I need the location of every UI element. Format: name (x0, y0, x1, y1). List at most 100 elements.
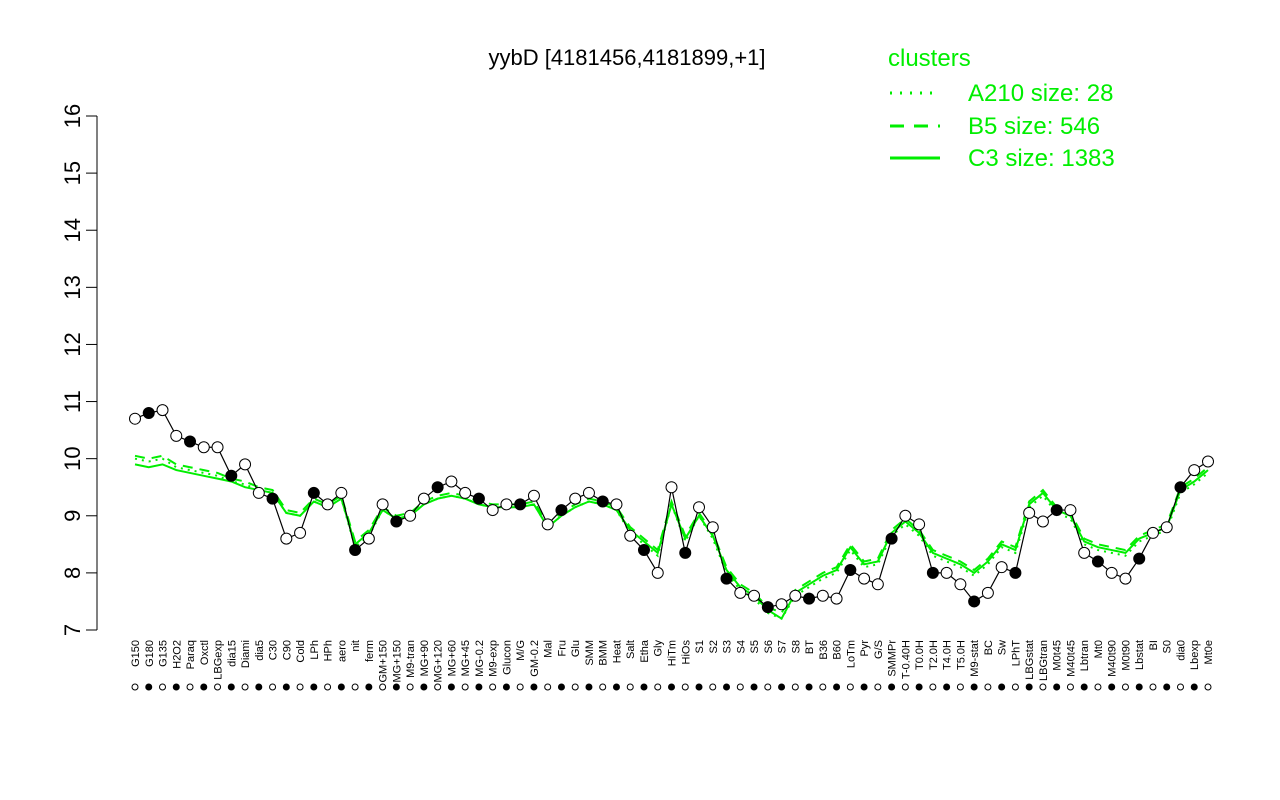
data-point-B60 (830, 592, 843, 605)
rug-mark-M9-tran (406, 683, 414, 691)
legend-label-1: B5 size: 546 (968, 113, 1100, 140)
rug-mark-Salt (626, 683, 634, 691)
data-point-Gly (651, 566, 664, 579)
x-tick-label-Gly: Gly (653, 640, 665, 657)
rug-mark-LBGexp (214, 683, 222, 691)
x-tick-label-Lbtran: Lbtran (1079, 640, 1091, 671)
x-tick-label-T5.0H: T5.0H (955, 640, 967, 670)
data-point-M9-tran (404, 509, 417, 522)
x-tick-label-Paraq: Paraq (185, 640, 197, 669)
rug-mark-LPhT (1011, 683, 1019, 691)
rug-mark-Gly (654, 683, 662, 691)
x-tick-label-BI: BI (1148, 640, 1160, 650)
rug-mark-M0t45 (1053, 683, 1061, 691)
data-point-M0t90 (1119, 572, 1132, 585)
rug-mark-dia5 (255, 683, 263, 691)
data-point-G150 (129, 412, 141, 425)
x-tick-label-M40t90: M40t90 (1107, 640, 1119, 677)
data-point-M9-exp (486, 504, 499, 517)
x-tick-label-Diami: Diami (240, 640, 252, 668)
x-tick-label-MG+60: MG+60 (446, 640, 458, 676)
x-tick-label-S7: S7 (777, 640, 789, 653)
data-point-HiOs (679, 546, 692, 559)
x-tick-label-G/S: G/S (873, 640, 885, 659)
data-point-Pyr (858, 572, 871, 585)
rug-mark-S5 (750, 683, 758, 691)
rug-mark-Pyr (860, 683, 868, 691)
data-point-HPh (321, 498, 334, 511)
y-tick-group: 7 8 9 10 11 12 13 14 15 16 (60, 104, 97, 636)
x-rug (131, 683, 1212, 691)
x-tick-label-ferm: ferm (364, 640, 376, 662)
data-point-MG+120 (431, 481, 444, 494)
x-tick-label-LBGexp: LBGexp (213, 640, 225, 680)
x-tick-label-M9-exp: M9-exp (488, 640, 500, 677)
x-tick-label-dia5: dia5 (254, 640, 266, 661)
y-tick-label-2: 9 (60, 510, 85, 522)
rug-mark-SMMPr (888, 683, 896, 691)
rug-mark-Fru (557, 683, 565, 691)
rug-mark-M/G (516, 683, 524, 691)
x-tick-label-S5: S5 (749, 640, 761, 653)
x-tick-label-BC: BC (983, 640, 995, 655)
data-point-C90 (280, 532, 293, 545)
data-point-Lbexp (1188, 464, 1201, 477)
data-line (134, 409, 1209, 608)
rug-mark-LBGstat (1025, 683, 1033, 691)
x-tick-label-dia15: dia15 (226, 640, 238, 667)
x-tick-label-BT: BT (804, 640, 816, 654)
x-tick-label-T-0.40H: T-0.40H (900, 640, 912, 679)
data-point-SMMPr (885, 532, 898, 545)
rug-mark-dia0 (1176, 683, 1184, 691)
rug-mark-nit (351, 683, 359, 691)
data-point-S4 (734, 586, 747, 599)
rug-mark-G/S (874, 683, 882, 691)
x-tick-label-Heat: Heat (611, 640, 623, 663)
legend-title: clusters (888, 45, 971, 72)
data-point-LPh (307, 486, 320, 499)
data-point-BC (981, 586, 994, 599)
rug-mark-LBGtran (1039, 683, 1047, 691)
rug-mark-B36 (819, 683, 827, 691)
data-point-Sw (995, 561, 1008, 574)
data-point-MG+60 (445, 475, 458, 488)
x-tick-label-LPhT: LPhT (1010, 640, 1022, 667)
rug-mark-Etha (640, 683, 648, 691)
x-tick-label-M9-stat: M9-stat (969, 640, 981, 677)
data-point-H2O2 (170, 429, 183, 442)
data-point-Heat (610, 498, 623, 511)
rug-mark-T0.0H (915, 683, 923, 691)
rug-mark-T4.0H (943, 683, 951, 691)
data-point-S0 (1160, 521, 1173, 534)
rug-mark-S0 (1163, 683, 1171, 691)
x-tick-label-Glu: Glu (570, 640, 582, 657)
rug-mark-Paraq (186, 683, 194, 691)
rug-mark-H2O2 (172, 683, 180, 691)
rug-mark-M40t90 (1108, 683, 1116, 691)
x-tick-label-Mal: Mal (543, 640, 555, 658)
x-tick-label-SMM: SMM (584, 640, 596, 666)
y-tick-label-9: 16 (60, 104, 85, 128)
legend: clusters A210 size: 28 B5 size: 546 C3 s… (888, 45, 1115, 172)
rug-mark-S8 (791, 683, 799, 691)
rug-mark-S4 (736, 683, 744, 691)
x-tick-label-S0: S0 (1162, 640, 1174, 653)
data-point-Diami (239, 458, 252, 471)
data-point-Mal (541, 518, 554, 531)
data-point-Mt0 (1091, 555, 1104, 568)
rug-mark-G135 (159, 683, 167, 691)
rug-mark-MG+150 (392, 683, 400, 691)
chart-title: yybD [4181456,4181899,+1] (488, 45, 765, 70)
x-tick-label-S3: S3 (722, 640, 734, 653)
y-tick-label-4: 11 (60, 390, 85, 413)
x-tick-label-M/G: M/G (515, 640, 527, 661)
rug-mark-LoTm (846, 683, 854, 691)
x-tick-label-T2.0H: T2.0H (928, 640, 940, 670)
legend-label-0: A210 size: 28 (968, 80, 1113, 107)
x-tick-label-dia0: dia0 (1175, 640, 1187, 661)
data-point-LBGstat (1023, 506, 1036, 519)
rug-mark-M9-exp (489, 683, 497, 691)
x-tick-label-Mt0: Mt0 (1093, 640, 1105, 658)
data-point-M40t90 (1105, 566, 1118, 579)
rug-mark-S3 (723, 683, 731, 691)
